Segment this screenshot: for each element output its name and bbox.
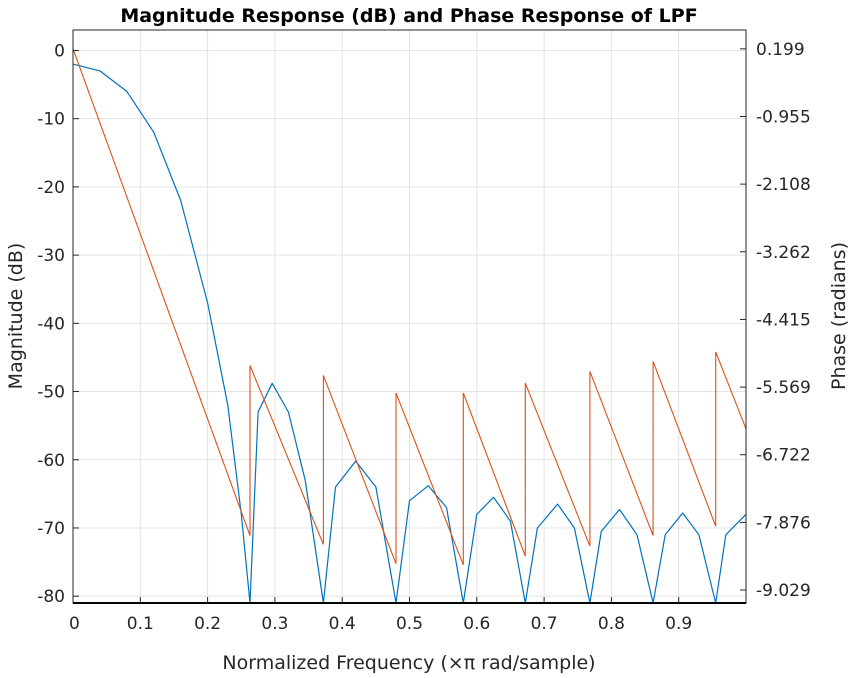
y-left-tick-labels: 0 -10 -20 -30 -40 -50 -60 -70 -80 [37,41,79,607]
y-left-tick-label-6: -60 [37,451,65,471]
y-right-tick-label-1: -0.955 [756,108,811,128]
x-tick-label-9: 0.9 [665,614,692,634]
x-tick-label-5: 0.5 [396,614,423,634]
y-right-tick-label-4: -4.415 [756,310,811,330]
x-tick-label-1: 0.1 [127,614,154,634]
x-tick-labels: 0 0.1 0.2 0.3 0.4 0.5 0.6 0.7 0.8 0.9 [69,597,692,634]
y-left-tick-label-7: -70 [37,519,65,539]
x-tick-label-4: 0.4 [329,614,356,634]
y-right-tick-label-3: -3.262 [756,243,811,263]
grid-lines [72,30,746,603]
y-right-tick-label-7: -7.876 [756,513,811,533]
y-left-tick-label-1: -10 [37,110,65,130]
y-right-tick-label-6: -6.722 [756,446,811,466]
y-left-tick-label-2: -20 [37,178,65,198]
magnitude-series-line [72,63,747,604]
x-tick-label-7: 0.7 [531,614,558,634]
x-tick-label-6: 0.6 [463,614,490,634]
y-right-tick-label-5: -5.569 [756,378,811,398]
y-right-tick-labels: 0.199 -0.955 -2.108 -3.262 -4.415 -5.569 -6.72… [740,40,811,601]
y-axis-right-label: Phase (radians) [828,242,850,390]
x-axis-label: Normalized Frequency (×π rad/sample) [222,652,595,674]
y-left-tick-label-8: -80 [37,587,65,607]
y-right-tick-label-8: -9.029 [756,581,811,601]
chart-title: Magnitude Response (dB) and Phase Respon… [120,5,697,27]
y-right-tick-label-2: -2.108 [756,175,811,195]
x-tick-label-3: 0.3 [261,614,288,634]
y-left-tick-label-4: -40 [37,314,65,334]
phase-series-line [72,48,747,566]
x-tick-label-8: 0.8 [598,614,625,634]
y-axis-left-label: Magnitude (dB) [5,243,27,390]
y-left-tick-label-3: -30 [37,246,65,266]
y-left-tick-label-5: -50 [37,383,65,403]
x-tick-label-2: 0.2 [194,614,221,634]
series-layer [72,48,747,604]
y-left-tick-label-0: 0 [54,41,65,61]
y-right-tick-label-0: 0.199 [756,40,805,60]
x-tick-label-0: 0 [69,614,80,634]
